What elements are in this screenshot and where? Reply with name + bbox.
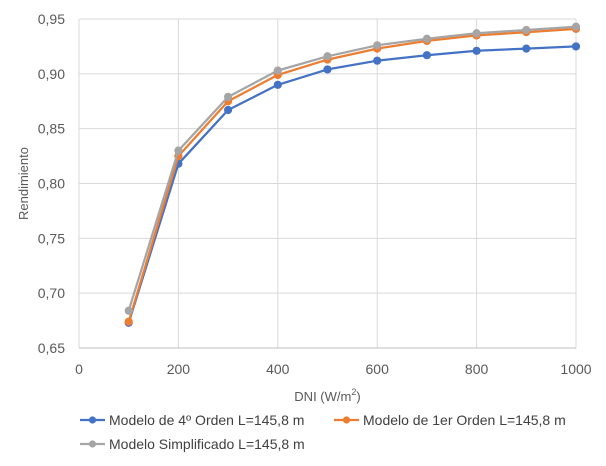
- x-tick-label: 0: [75, 361, 83, 377]
- legend-item-1: Modelo de 4º Orden L=145,8 m: [80, 412, 304, 428]
- data-point: [273, 66, 282, 75]
- y-tick-label: 0,65: [38, 340, 65, 356]
- y-tick-label: 0,70: [38, 285, 65, 301]
- data-point: [571, 22, 581, 31]
- y-tick-label: 0,85: [38, 121, 65, 137]
- data-point: [273, 80, 282, 89]
- legend-label: Modelo de 4º Orden L=145,8 m: [109, 412, 304, 428]
- legend-swatch-marker: [88, 440, 97, 448]
- y-tick-label: 0,75: [38, 230, 65, 246]
- gridlines: [79, 18, 577, 349]
- legend: Modelo de 4º Orden L=145,8 m Modelo de 1e…: [80, 412, 566, 452]
- x-tick-labels: 0 200 400 600 800 1000: [75, 361, 592, 377]
- data-point: [373, 41, 382, 50]
- series-line: [127, 25, 577, 312]
- data-point: [522, 44, 531, 53]
- series-2: [124, 24, 581, 326]
- axes: [78, 19, 576, 349]
- data-point: [472, 29, 481, 38]
- data-point: [323, 65, 332, 74]
- data-point: [174, 146, 183, 155]
- legend-swatch-marker: [342, 416, 351, 424]
- legend-label: Modelo de 1er Orden L=145,8 m: [363, 412, 566, 428]
- x-tick-label: 200: [167, 361, 191, 377]
- data-point: [224, 105, 233, 115]
- legend-swatch-marker: [88, 416, 97, 424]
- data-point: [422, 51, 431, 60]
- legend-label: Modelo Simplificado L=145,8 m: [109, 436, 305, 452]
- data-point: [472, 46, 481, 55]
- data-point: [422, 34, 431, 43]
- series-1: [124, 42, 581, 327]
- series-line: [127, 45, 577, 324]
- y-tick-labels: 0,65 0,70 0,75 0,80 0,85 0,90 0,95: [38, 11, 65, 356]
- data-point: [373, 56, 382, 65]
- legend-item-2: Modelo de 1er Orden L=145,8 m: [334, 412, 566, 428]
- data-point: [124, 317, 133, 326]
- x-tick-label: 1000: [560, 361, 591, 377]
- y-axis-title: Rendimiento: [16, 147, 31, 220]
- y-tick-label: 0,95: [38, 11, 65, 27]
- x-tick-label: 400: [266, 361, 290, 377]
- data-point: [224, 92, 233, 101]
- data-point: [522, 25, 531, 35]
- legend-item-3: Modelo Simplificado L=145,8 m: [80, 436, 305, 452]
- series-3: [124, 22, 581, 315]
- x-axis-title: DNI (W/m2): [294, 387, 360, 404]
- data-point: [323, 52, 332, 61]
- series-line: [127, 27, 577, 323]
- data-point: [571, 42, 581, 51]
- y-tick-label: 0,90: [38, 66, 65, 82]
- series-lines: [124, 22, 581, 327]
- data-point: [124, 306, 133, 315]
- y-tick-label: 0,80: [38, 176, 65, 192]
- x-tick-label: 600: [366, 361, 390, 377]
- x-tick-label: 800: [465, 361, 489, 377]
